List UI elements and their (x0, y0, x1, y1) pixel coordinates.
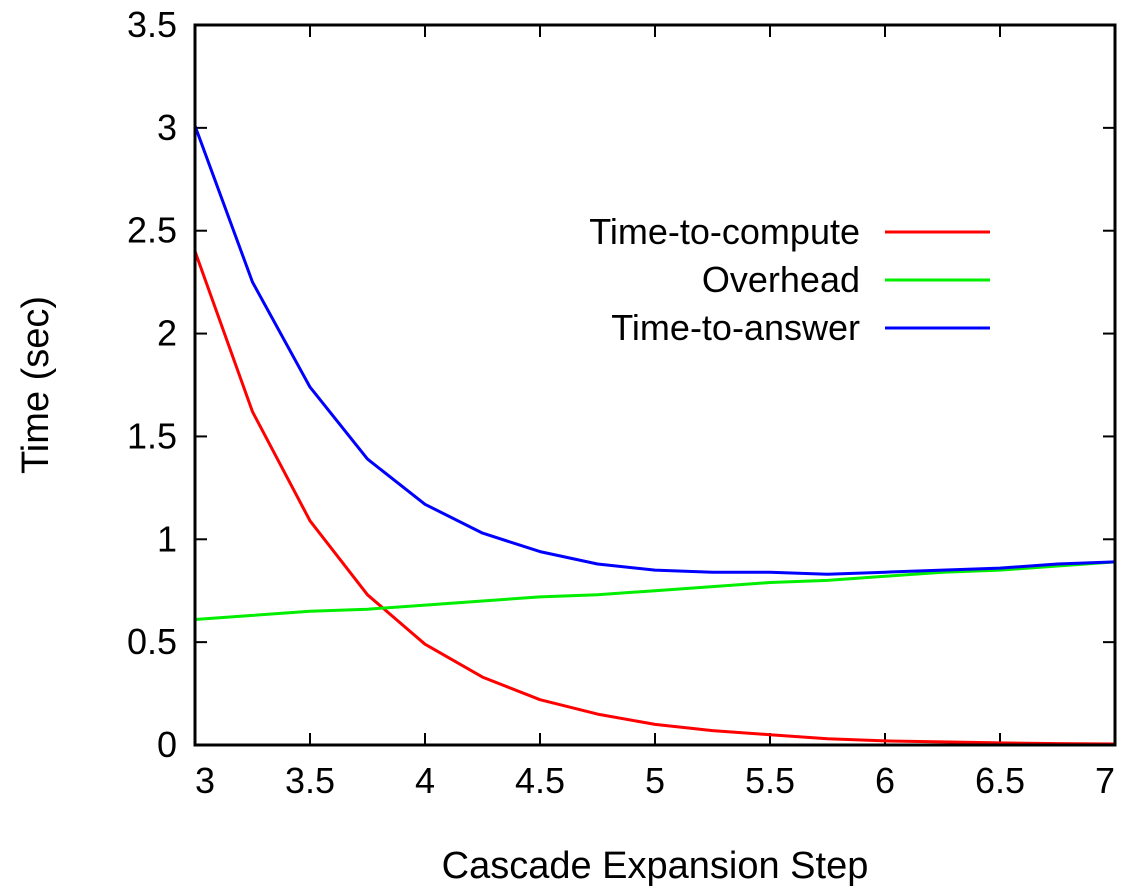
y-tick-label: 1.5 (127, 415, 177, 456)
x-tick-label: 3.5 (285, 760, 335, 801)
x-tick-label: 4 (415, 760, 435, 801)
y-tick-label: 2.5 (127, 210, 177, 251)
x-tick-label: 6.5 (975, 760, 1025, 801)
legend: Time-to-compute Overhead Time-to-answer (589, 211, 990, 348)
y-tick-label: 2 (157, 313, 177, 354)
legend-label: Time-to-answer (611, 307, 860, 348)
x-axis-title: Cascade Expansion Step (442, 845, 869, 887)
x-tick-label: 5 (645, 760, 665, 801)
y-tick-label: 1 (157, 518, 177, 559)
x-tick-label: 3 (195, 760, 215, 801)
x-tick-label: 7 (1095, 760, 1115, 801)
x-tick-label: 5.5 (745, 760, 795, 801)
y-tick-label: 3.5 (127, 4, 177, 45)
x-tick-label: 4.5 (515, 760, 565, 801)
y-axis-title: Time (sec) (15, 296, 57, 474)
y-axis-ticks: 0 0.5 1 1.5 2 2.5 3 3.5 (127, 4, 1115, 765)
x-axis-ticks: 3 3.5 4 4.5 5 5.5 6 6.5 7 (194, 25, 1116, 801)
series-line-overhead (193, 560, 1117, 621)
y-tick-label: 3 (157, 107, 177, 148)
plot-frame (193, 23, 1117, 747)
series-lines (193, 124, 1117, 746)
series-line-time-to-compute (193, 249, 1117, 746)
x-tick-label: 6 (875, 760, 895, 801)
legend-label: Time-to-compute (589, 211, 860, 252)
y-tick-label: 0 (157, 724, 177, 765)
series-line-time-to-answer (193, 124, 1117, 576)
y-tick-label: 0.5 (127, 621, 177, 662)
legend-label: Overhead (702, 259, 860, 300)
